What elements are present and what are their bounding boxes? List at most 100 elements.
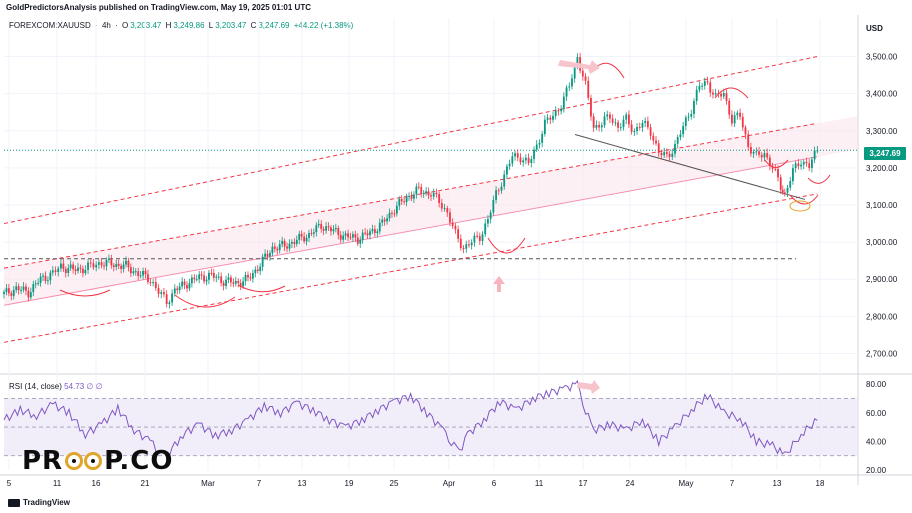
candle-body [54, 270, 57, 272]
price-tick-label: 3,200.00 [866, 164, 898, 173]
candle-body [438, 194, 441, 204]
candle-body [317, 223, 320, 226]
candle-body [592, 116, 595, 128]
candle-body [60, 263, 62, 269]
candle-body [383, 219, 386, 222]
candle-body [786, 187, 789, 193]
candle-body [695, 89, 698, 102]
candle-body [422, 193, 425, 195]
rsi-name[interactable]: RSI (14, close) [9, 382, 62, 391]
candle-body [77, 267, 79, 272]
candle-body [600, 125, 603, 128]
candle-body [576, 57, 579, 66]
candle-body [256, 269, 259, 271]
candle-body [369, 231, 371, 236]
bottom-arc-annotation [174, 294, 236, 308]
candle-body [573, 65, 576, 79]
time-tick-label: 13 [298, 479, 307, 488]
candle-body [249, 277, 252, 279]
candle-body [264, 253, 266, 257]
candle-body [295, 239, 298, 245]
candle-body [603, 116, 606, 126]
candle-body [781, 189, 784, 193]
candle-body [337, 227, 340, 235]
candle-body [388, 212, 391, 219]
candle-body [430, 195, 432, 197]
rsi-value: 54.73 [64, 382, 85, 391]
candle-body [334, 227, 337, 230]
candle-body [286, 246, 288, 249]
candle-body [671, 153, 674, 157]
candle-body [47, 280, 49, 282]
candle-body [614, 122, 617, 124]
candle-body [186, 284, 188, 289]
candle-body [10, 293, 13, 296]
candle-body [188, 283, 191, 289]
candle-body [644, 120, 647, 123]
candle-body [15, 286, 18, 290]
rsi-line [3, 380, 818, 458]
candle-body [227, 277, 230, 280]
candle-body [473, 235, 476, 243]
candle-body [87, 262, 89, 270]
candle-body [484, 223, 487, 235]
footer-brand: TradingView [23, 498, 70, 507]
candle-body [27, 290, 30, 298]
candle-body [649, 127, 652, 136]
double-bottom-arc-annotation [487, 237, 526, 254]
candle-body [144, 270, 147, 275]
candle-body [581, 70, 584, 77]
symbol-name[interactable]: FOREXCOM:XAUUSD [9, 21, 91, 30]
candle-body [232, 282, 235, 284]
candle-body [410, 195, 413, 199]
peak-arrow-icon [558, 60, 600, 74]
candle-body [115, 263, 118, 267]
candle-body [359, 239, 362, 244]
candle-body [400, 199, 403, 202]
candle-body [565, 87, 568, 97]
candle-body [408, 195, 410, 197]
candle-body [110, 258, 113, 266]
candle-body [149, 282, 152, 284]
rsi-tick-label: 80.00 [866, 380, 887, 389]
time-tick-label: 5 [7, 479, 12, 488]
candle-body [816, 150, 819, 152]
channel-lower-line [3, 193, 818, 343]
candle-body [356, 237, 359, 244]
candle-body [668, 153, 671, 157]
candle-body [454, 225, 457, 230]
candle-body [622, 119, 625, 128]
low-label: L [208, 21, 214, 30]
candle-body [530, 159, 533, 164]
candle-body [766, 153, 769, 158]
candle-body [557, 110, 560, 112]
candle-body [152, 282, 155, 284]
candle-body [234, 281, 237, 284]
candle-body [361, 232, 364, 240]
tradingview-footer[interactable]: TradingView [8, 498, 70, 507]
currency-label: USD [866, 24, 883, 33]
candle-body [25, 286, 27, 291]
candle-body [305, 237, 308, 242]
candle-body [157, 288, 160, 294]
time-tick-label: Mar [201, 479, 215, 488]
candle-body [42, 275, 44, 277]
candle-body [67, 268, 70, 273]
price-tick-label: 3,100.00 [866, 201, 898, 210]
candle-body [420, 187, 423, 194]
candle-body [731, 114, 733, 124]
candle-body [519, 157, 522, 163]
candle-body [687, 116, 690, 118]
candle-body [103, 265, 105, 267]
high-label: H [165, 21, 172, 30]
candle-body [641, 122, 644, 128]
candle-body [636, 126, 638, 132]
candle-body [344, 233, 347, 236]
candle-body [105, 259, 108, 267]
last-price-tag: 3,247.69 [864, 147, 906, 160]
candle-body [168, 302, 171, 305]
candle-body [74, 269, 77, 272]
candle-body [741, 116, 744, 128]
interval-label[interactable]: 4h [101, 21, 111, 30]
